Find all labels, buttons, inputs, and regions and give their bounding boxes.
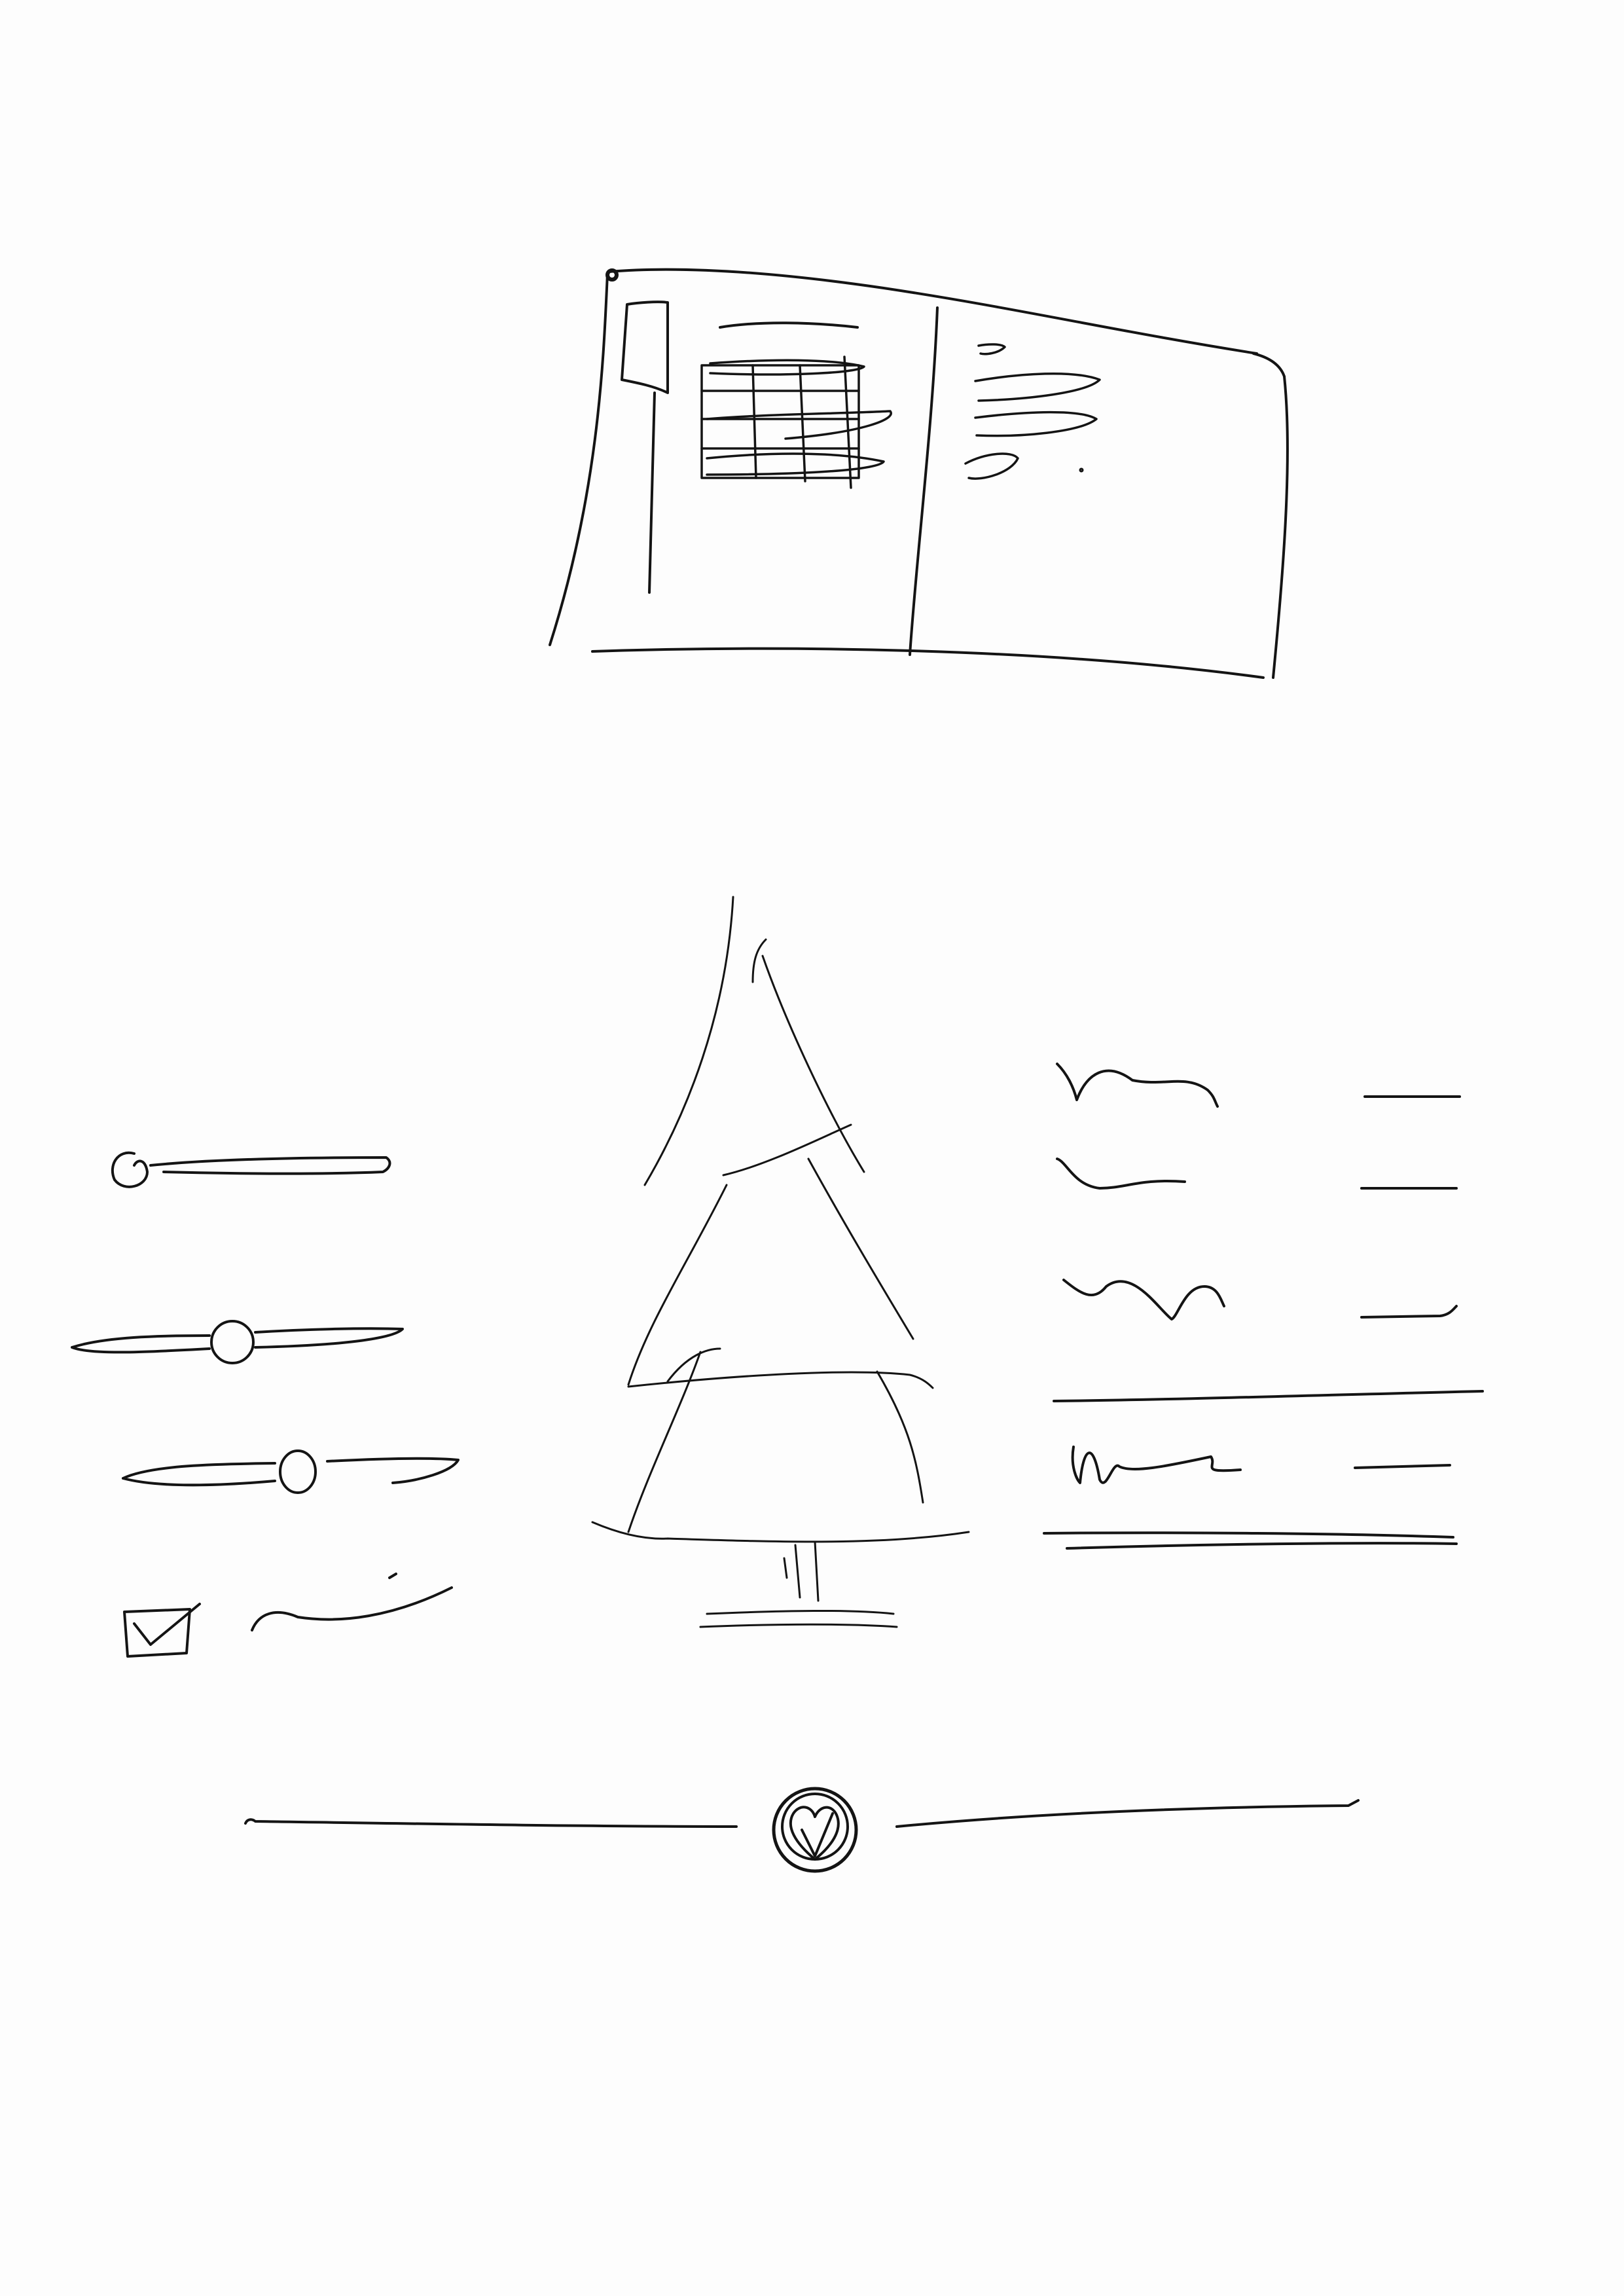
- slider-2-track: [71, 1327, 404, 1354]
- tree-base-line: [591, 1521, 970, 1543]
- tree-tier-mid: [627, 1184, 728, 1386]
- slider-1-track: [149, 1156, 391, 1175]
- window-control-dot: [605, 268, 619, 282]
- tree-stand: [699, 1609, 898, 1628]
- tree-tier-mid: [807, 1157, 914, 1340]
- settings-row-value: [1360, 1305, 1458, 1319]
- heart-check-icon[interactable]: [772, 1787, 858, 1873]
- slider-2-thumb[interactable]: [210, 1320, 255, 1364]
- settings-row-label: [1056, 1157, 1186, 1190]
- window-right-edge: [1272, 375, 1289, 679]
- controls-panel: [71, 1151, 460, 1658]
- progress-marker-outer: [772, 1787, 858, 1873]
- main-header-line: [719, 321, 859, 329]
- slider-3-thumb[interactable]: [279, 1449, 317, 1494]
- window-top-edge: [607, 268, 1258, 355]
- wireframe-sidebar: [621, 301, 669, 394]
- heart-shape: [789, 1806, 840, 1861]
- slider-3[interactable]: [122, 1449, 460, 1494]
- checkbox-label-tick: [388, 1573, 397, 1579]
- tree-tier-top: [643, 896, 734, 1186]
- table-col-line: [751, 364, 757, 479]
- slider-2[interactable]: [71, 1320, 404, 1364]
- slider-3-track: [122, 1457, 460, 1487]
- wireframe-table: [700, 355, 892, 489]
- wireframe-window: [549, 268, 1289, 679]
- settings-row-label: [1062, 1279, 1225, 1321]
- window-corner-mark: [1252, 352, 1286, 378]
- heart-check-stroke: [801, 1812, 834, 1857]
- progress-bar[interactable]: [244, 1787, 1360, 1873]
- table-scribble: [706, 452, 885, 476]
- settings-row[interactable]: [1062, 1279, 1458, 1321]
- tree-tier-top: [751, 938, 767, 983]
- tree-tier-top-base: [722, 1123, 852, 1176]
- settings-row-value: [1354, 1464, 1451, 1469]
- detail-line: [974, 372, 1101, 402]
- window-bottom-edge: [591, 647, 1265, 679]
- tree-tier-mid-base: [627, 1371, 934, 1389]
- detail-panel: [964, 343, 1101, 480]
- checkmark-icon: [133, 1603, 201, 1646]
- tree-drawing: [591, 896, 970, 1628]
- tree-tier-low: [627, 1351, 702, 1533]
- tree-tier-low: [876, 1370, 924, 1504]
- settings-row-label: [1056, 1063, 1219, 1108]
- settings-row-label: [1071, 1446, 1242, 1484]
- settings-list: [1043, 1063, 1484, 1550]
- settings-row[interactable]: [1056, 1157, 1458, 1190]
- checkbox-row[interactable]: [123, 1573, 453, 1658]
- table-col-line: [799, 364, 806, 483]
- sidebar-divider: [648, 392, 656, 594]
- detail-dot: [1079, 467, 1084, 473]
- detail-line: [964, 452, 1019, 480]
- settings-row[interactable]: [1056, 1063, 1461, 1108]
- table-col-line: [843, 355, 852, 489]
- tree-trunk: [783, 1540, 820, 1602]
- checkbox-label-line: [251, 1586, 453, 1631]
- progress-track-right: [895, 1799, 1360, 1828]
- settings-bottom-line: [1043, 1531, 1458, 1550]
- checkbox-box[interactable]: [123, 1608, 191, 1658]
- window-left-edge: [549, 272, 609, 646]
- table-frame: [700, 364, 860, 479]
- detail-line: [974, 410, 1098, 437]
- tree-tier-low: [666, 1347, 721, 1383]
- detail-line: [977, 343, 1006, 355]
- window-divider: [909, 306, 939, 656]
- slider-1-thumb[interactable]: [111, 1151, 149, 1188]
- tree-tier-top: [761, 955, 865, 1173]
- table-scribble: [709, 359, 865, 376]
- settings-separator: [1053, 1390, 1484, 1402]
- progress-track-left: [244, 1818, 738, 1828]
- settings-row[interactable]: [1071, 1446, 1451, 1484]
- slider-1[interactable]: [111, 1151, 391, 1188]
- table-scribble: [706, 410, 892, 440]
